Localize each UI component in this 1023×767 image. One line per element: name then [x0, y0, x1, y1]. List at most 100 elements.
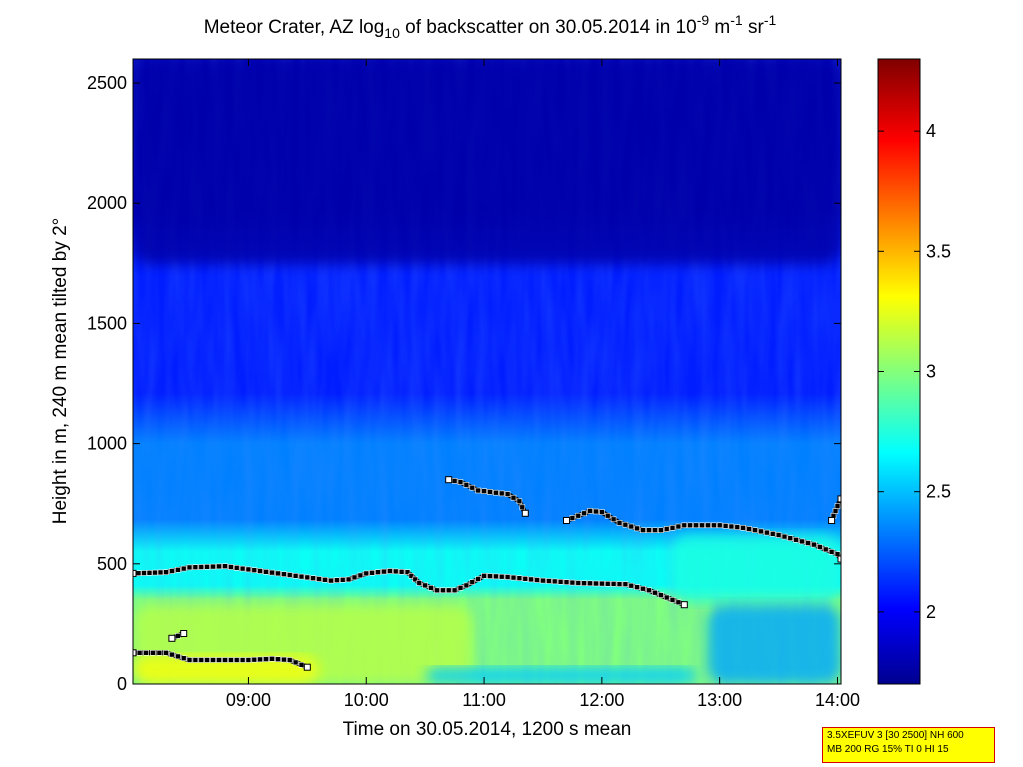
layer-marker — [593, 508, 599, 515]
layer-endpoint-marker — [563, 517, 570, 524]
layer-marker — [675, 523, 682, 530]
layer-marker — [152, 569, 158, 576]
layer-marker — [381, 568, 387, 575]
layer-marker — [408, 572, 415, 579]
layer-marker — [198, 564, 205, 570]
layer-marker — [646, 527, 652, 534]
layer-marker — [610, 581, 617, 587]
layer-marker — [445, 587, 452, 594]
layer-marker — [363, 570, 370, 577]
y-axis: 0 500 1000 1500 2000 2500 — [87, 73, 841, 694]
layer-marker — [257, 568, 264, 574]
layer-marker — [622, 581, 629, 588]
layer-marker — [504, 491, 511, 497]
layer-marker — [610, 516, 617, 523]
layer-marker — [728, 523, 735, 530]
layer-marker — [481, 488, 487, 495]
layer-marker — [192, 564, 199, 571]
backscatter-field — [133, 59, 841, 684]
layer-marker — [251, 567, 258, 574]
layer-marker — [734, 524, 741, 530]
layer-endpoint-marker — [680, 601, 688, 609]
y-tick-label: 2000 — [87, 193, 127, 213]
layer-marker — [534, 577, 540, 583]
x-tick-label: 10:00 — [344, 690, 389, 710]
field-structure-1 — [133, 655, 320, 684]
layer-marker — [693, 522, 699, 529]
layer-marker — [504, 574, 511, 580]
x-tick-label: 11:00 — [462, 690, 506, 710]
layer-marker — [333, 577, 340, 584]
layer-marker — [186, 657, 193, 663]
layer-marker — [811, 541, 817, 548]
layer-marker — [663, 526, 670, 532]
layer-marker — [775, 532, 782, 538]
layer-marker — [404, 569, 411, 576]
layer-marker — [322, 576, 328, 583]
x-tick-label: 14:00 — [815, 690, 860, 710]
field-structure-3 — [672, 534, 841, 603]
layer-marker — [710, 522, 717, 529]
layer-marker — [581, 580, 588, 587]
layer-marker — [136, 649, 143, 656]
layer-marker — [487, 573, 493, 579]
layer-marker — [463, 482, 470, 488]
colorbar-tick-label: 3 — [926, 362, 936, 382]
layer-marker — [663, 594, 670, 601]
layer-marker — [805, 540, 811, 546]
layer-endpoint-marker — [445, 476, 453, 484]
layer-marker — [275, 656, 281, 663]
layer-marker — [328, 577, 334, 584]
layer-marker — [228, 657, 234, 663]
layer-marker — [492, 489, 499, 496]
layer-marker — [652, 589, 658, 596]
y-tick-label: 500 — [97, 554, 127, 574]
y-tick-label: 0 — [117, 674, 127, 694]
layer-marker — [787, 535, 794, 542]
layer-marker — [457, 479, 464, 485]
layer-marker — [263, 568, 269, 575]
layer-endpoint-marker — [168, 634, 176, 642]
layer-marker — [163, 569, 169, 576]
layer-marker — [593, 580, 599, 587]
colorbar-tick-label: 2 — [926, 602, 936, 622]
layer-marker — [216, 563, 222, 570]
layer-marker — [292, 659, 299, 666]
layer-marker — [669, 597, 676, 603]
layer-marker — [141, 570, 147, 576]
layer-marker — [457, 584, 464, 591]
layer-marker — [135, 570, 142, 577]
y-axis-label: Height in m, 240 m mean tilted by 2° — [50, 218, 71, 524]
layer-marker — [516, 575, 523, 582]
layer-marker — [216, 657, 222, 663]
layer-marker — [581, 510, 588, 517]
layer-marker — [146, 569, 153, 576]
layer-marker — [652, 527, 658, 534]
layer-marker — [781, 533, 788, 540]
layer-marker — [492, 573, 499, 580]
layer-marker — [463, 582, 470, 589]
colorbar-tick-label: 3.5 — [926, 241, 951, 261]
layer-marker — [522, 575, 529, 582]
layer-marker — [316, 576, 322, 582]
layer-marker — [469, 579, 476, 586]
layer-marker — [628, 582, 635, 589]
layer-markers — [133, 476, 841, 671]
y-tick-label: 1500 — [87, 313, 127, 333]
layer-marker — [834, 503, 841, 509]
layer-marker — [156, 649, 163, 656]
layer-endpoint-marker — [828, 517, 836, 524]
layer-marker — [599, 509, 605, 515]
layer-marker — [699, 522, 705, 529]
layer-marker — [640, 527, 646, 534]
layer-marker — [681, 522, 688, 529]
layer-marker — [198, 657, 205, 663]
layer-endpoint-marker — [133, 569, 137, 577]
layer-marker — [222, 657, 228, 663]
layer-marker — [434, 587, 440, 594]
layer-marker — [510, 494, 517, 501]
layer-marker — [575, 580, 582, 586]
layer-marker — [269, 655, 275, 662]
x-tick-label: 12:00 — [579, 690, 624, 710]
